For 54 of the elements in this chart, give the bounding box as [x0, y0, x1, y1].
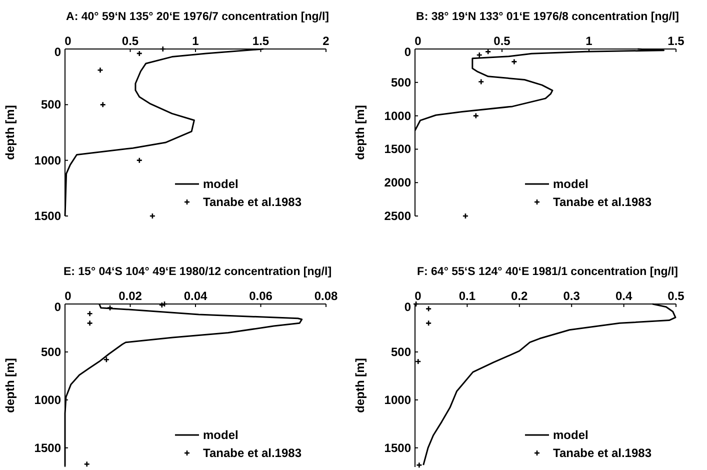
y-tick-label: 1500 — [34, 440, 62, 455]
y-tick-label: 1500 — [384, 440, 412, 455]
legend-label: Tanabe et al.1983 — [203, 195, 302, 209]
x-tick-label: 0.5 — [122, 34, 139, 48]
y-axis-title: depth [m] — [353, 105, 367, 160]
y-tick-label: 2000 — [384, 176, 412, 190]
y-tick-label: 1000 — [34, 153, 62, 168]
x-tick-label: 0.06 — [249, 289, 273, 303]
legend-label: model — [553, 428, 588, 442]
y-tick-label: 500 — [40, 344, 62, 359]
x-tick-label: 0.1 — [458, 289, 476, 303]
x-tick-label: 0 — [64, 289, 72, 303]
x-tick-label: 1 — [586, 34, 593, 48]
x-tick-label: 1.5 — [252, 34, 270, 48]
x-tick-label: 0.3 — [563, 289, 580, 303]
y-tick-label: 1500 — [34, 209, 62, 223]
legend-label: model — [203, 428, 238, 442]
x-tick-label: 1 — [192, 34, 200, 48]
x-tick-label: 0.02 — [118, 289, 142, 303]
legend-label: model — [203, 177, 238, 191]
chart-title: A: 40° 59‘N 135° 20‘E 1976/7 concentration [ng/l] — [66, 11, 330, 23]
y-axis-title: depth [m] — [3, 105, 17, 160]
y-tick-label: 2500 — [384, 209, 412, 223]
y-tick-label: 500 — [390, 344, 412, 359]
x-tick-label: 0.04 — [184, 289, 208, 303]
x-tick-label: 0 — [414, 34, 422, 48]
y-tick-label: 1500 — [384, 142, 412, 156]
x-tick-label: 0.5 — [668, 289, 685, 303]
x-tick-label: 2 — [322, 34, 330, 48]
x-tick-label: 0.08 — [314, 289, 338, 303]
x-tick-label: 0 — [64, 34, 72, 48]
legend-label: model — [553, 177, 588, 191]
y-axis-title: depth [m] — [3, 358, 17, 413]
chart-title: F: 64° 55‘S 124° 40‘E 1981/1 concentration [ng/l] — [416, 266, 678, 278]
legend-label: Tanabe et al.1983 — [203, 446, 302, 460]
y-tick-label: 1000 — [384, 392, 412, 407]
x-tick-label: 0.5 — [494, 34, 511, 48]
y-tick-label: 1000 — [34, 392, 62, 407]
x-tick-label: 0 — [414, 289, 422, 303]
y-tick-label: 0 — [54, 45, 62, 59]
y-tick-label: 500 — [390, 75, 412, 90]
y-tick-label: 0 — [54, 300, 62, 314]
y-tick-label: 1000 — [384, 108, 412, 123]
x-tick-label: 1.5 — [668, 34, 685, 48]
x-tick-label: 0.2 — [511, 289, 528, 303]
y-axis-title: depth [m] — [353, 358, 367, 413]
legend-label: Tanabe et al.1983 — [553, 446, 652, 460]
y-tick-label: 500 — [40, 98, 62, 112]
chart-title: E: 15° 04‘S 104° 49‘E 1980/12 concentration [ng/l] — [63, 266, 332, 278]
legend-label: Tanabe et al.1983 — [553, 195, 652, 209]
y-tick-label: 0 — [404, 300, 412, 314]
x-tick-label: 0.4 — [615, 289, 632, 303]
chart-title: B: 38° 19‘N 133° 01‘E 1976/8 concentration [ng/l] — [416, 11, 680, 23]
y-tick-label: 0 — [404, 45, 412, 59]
